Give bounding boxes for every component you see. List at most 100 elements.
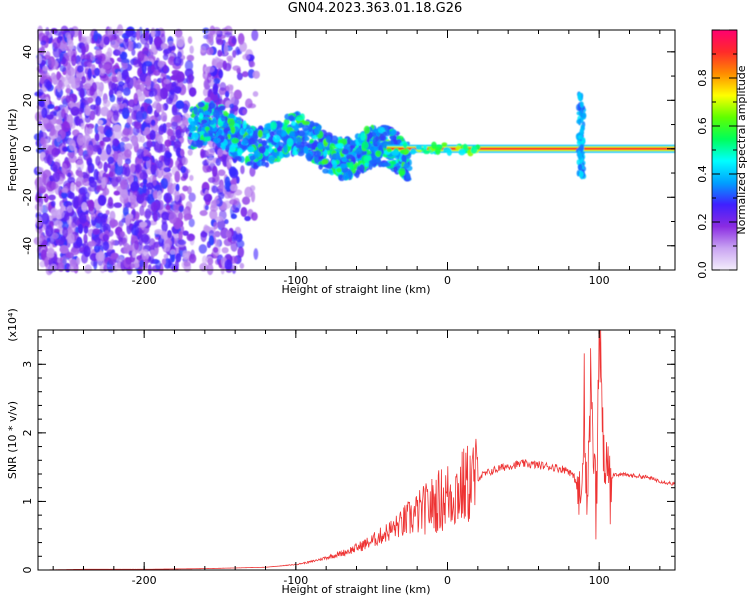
noise-mark [150, 201, 158, 212]
noise-mark [224, 218, 229, 225]
noise-mark [142, 184, 147, 194]
signal-mark [389, 135, 396, 140]
noise-mark [149, 129, 156, 141]
noise-mark [61, 121, 71, 133]
signal-mark [401, 154, 407, 162]
signal-mark [242, 120, 247, 129]
snr-y-tick-label: 3 [21, 361, 34, 368]
snr-plot-area [38, 330, 675, 570]
noise-mark [198, 244, 208, 254]
noise-mark [95, 215, 102, 224]
signal-mark [321, 158, 329, 165]
noise-mark [125, 214, 131, 226]
signal-mark [217, 121, 224, 127]
noise-mark [150, 87, 158, 97]
noise-mark [200, 46, 206, 53]
noise-mark [107, 156, 115, 164]
noise-mark [131, 48, 136, 56]
noise-mark [253, 248, 259, 260]
noise-mark [144, 126, 151, 135]
noise-mark [244, 215, 251, 222]
noise-mark [40, 212, 50, 225]
signal-mark [391, 129, 397, 135]
noise-mark [52, 166, 58, 173]
noise-mark [103, 36, 110, 46]
noise-mark [214, 216, 224, 222]
noise-mark [51, 180, 57, 190]
noise-mark [76, 159, 85, 171]
noise-mark [251, 29, 259, 41]
spike-mark [579, 101, 584, 108]
noise-mark [174, 259, 179, 271]
noise-mark [251, 212, 258, 221]
noise-mark [133, 262, 140, 269]
signal-mark [303, 146, 309, 154]
noise-mark [108, 34, 115, 42]
noise-mark [67, 205, 73, 213]
noise-mark [163, 253, 169, 260]
noise-mark [161, 211, 170, 221]
noise-mark [113, 49, 121, 56]
signal-mark [252, 130, 260, 140]
signal-mark [349, 161, 355, 170]
noise-mark [136, 148, 145, 160]
noise-mark [50, 124, 55, 135]
noise-mark [80, 122, 85, 130]
noise-mark [105, 129, 113, 138]
noise-mark [76, 65, 84, 73]
noise-mark [65, 95, 71, 104]
spectrogram-y-axis-label: Frequency (Hz) [6, 109, 19, 192]
signal-mark [325, 135, 332, 143]
noise-mark [45, 224, 54, 237]
signal-mark [204, 135, 211, 142]
signal-mark [308, 124, 313, 133]
noise-mark [65, 32, 72, 39]
noise-mark [108, 171, 114, 178]
noise-mark [61, 255, 67, 266]
signal-mark [269, 131, 275, 137]
noise-mark [207, 177, 216, 183]
signal-mark [335, 151, 341, 161]
noise-mark [130, 35, 136, 42]
noise-mark [252, 91, 259, 97]
noise-mark [107, 196, 114, 207]
noise-mark [51, 147, 60, 158]
noise-mark [100, 106, 109, 117]
noise-mark [212, 82, 219, 95]
noise-mark [68, 154, 78, 163]
noise-mark [154, 228, 163, 235]
noise-mark [65, 251, 72, 259]
noise-mark [54, 220, 63, 228]
noise-mark [119, 51, 128, 60]
noise-mark [175, 129, 182, 139]
noise-mark [62, 146, 69, 152]
noise-mark [138, 233, 144, 246]
noise-mark [224, 32, 233, 38]
signal-mark [246, 129, 253, 134]
noise-mark [52, 37, 61, 49]
carrier-mark [415, 145, 423, 150]
noise-mark [157, 60, 164, 68]
noise-mark [70, 182, 76, 193]
signal-mark [336, 142, 344, 149]
noise-mark [216, 61, 223, 69]
noise-mark [242, 53, 251, 61]
noise-mark [187, 149, 193, 156]
noise-mark [214, 230, 221, 238]
noise-mark [235, 46, 241, 56]
signal-mark [345, 154, 354, 160]
noise-mark [156, 199, 164, 211]
signal-mark [375, 150, 382, 156]
noise-mark [55, 118, 63, 125]
signal-mark [298, 130, 306, 137]
noise-mark [224, 90, 230, 98]
noise-mark [105, 144, 112, 156]
noise-mark [167, 128, 174, 137]
noise-mark [199, 262, 209, 272]
noise-mark [40, 249, 47, 261]
noise-mark [139, 259, 145, 268]
snr-x-tick-label: 100 [589, 574, 610, 587]
colorbar-tick-label: 0.6 [696, 117, 709, 135]
signal-mark [234, 155, 241, 161]
noise-mark [87, 240, 97, 247]
